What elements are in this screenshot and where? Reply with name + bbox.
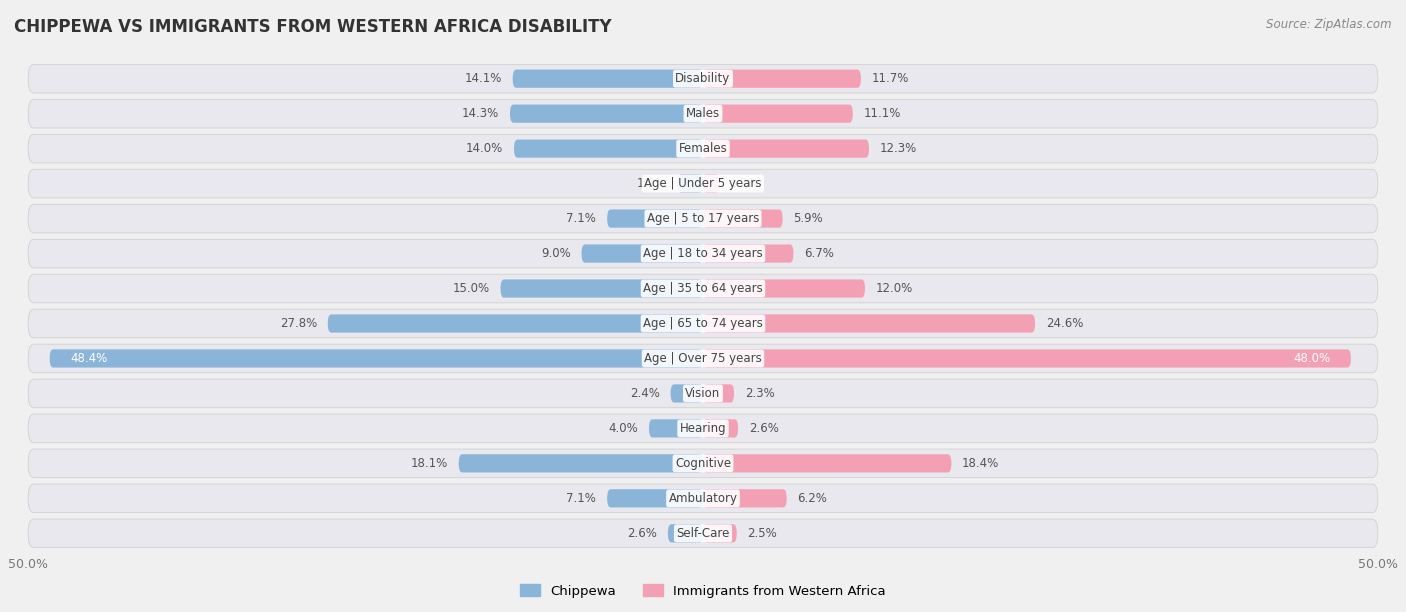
Text: Hearing: Hearing (679, 422, 727, 435)
FancyBboxPatch shape (28, 379, 1378, 408)
Text: 14.0%: 14.0% (465, 142, 503, 155)
FancyBboxPatch shape (28, 99, 1378, 128)
Text: Males: Males (686, 107, 720, 120)
Text: 4.0%: 4.0% (609, 422, 638, 435)
Text: 1.2%: 1.2% (730, 177, 759, 190)
FancyBboxPatch shape (703, 70, 860, 88)
FancyBboxPatch shape (28, 309, 1378, 338)
FancyBboxPatch shape (703, 280, 865, 297)
Text: 2.6%: 2.6% (749, 422, 779, 435)
Text: 48.4%: 48.4% (70, 352, 107, 365)
Text: Cognitive: Cognitive (675, 457, 731, 470)
FancyBboxPatch shape (28, 519, 1378, 548)
Text: 7.1%: 7.1% (567, 492, 596, 505)
FancyBboxPatch shape (703, 524, 737, 542)
Legend: Chippewa, Immigrants from Western Africa: Chippewa, Immigrants from Western Africa (515, 579, 891, 603)
Text: 15.0%: 15.0% (453, 282, 489, 295)
Text: 14.1%: 14.1% (464, 72, 502, 85)
FancyBboxPatch shape (28, 239, 1378, 268)
Text: 7.1%: 7.1% (567, 212, 596, 225)
Text: 6.7%: 6.7% (804, 247, 834, 260)
Text: 5.9%: 5.9% (793, 212, 823, 225)
Text: 18.1%: 18.1% (411, 457, 449, 470)
FancyBboxPatch shape (650, 419, 703, 438)
FancyBboxPatch shape (28, 64, 1378, 93)
FancyBboxPatch shape (582, 244, 703, 263)
Text: 24.6%: 24.6% (1046, 317, 1083, 330)
Text: Source: ZipAtlas.com: Source: ZipAtlas.com (1267, 18, 1392, 31)
FancyBboxPatch shape (607, 209, 703, 228)
FancyBboxPatch shape (703, 209, 783, 228)
FancyBboxPatch shape (678, 174, 703, 193)
Text: Age | 18 to 34 years: Age | 18 to 34 years (643, 247, 763, 260)
Text: 1.9%: 1.9% (637, 177, 666, 190)
Text: 48.0%: 48.0% (1294, 352, 1330, 365)
FancyBboxPatch shape (328, 315, 703, 332)
FancyBboxPatch shape (501, 280, 703, 297)
Text: 9.0%: 9.0% (541, 247, 571, 260)
Text: 11.1%: 11.1% (863, 107, 901, 120)
FancyBboxPatch shape (703, 384, 734, 403)
FancyBboxPatch shape (28, 484, 1378, 513)
FancyBboxPatch shape (703, 349, 1351, 368)
FancyBboxPatch shape (28, 274, 1378, 303)
FancyBboxPatch shape (458, 454, 703, 472)
FancyBboxPatch shape (703, 489, 787, 507)
Text: Females: Females (679, 142, 727, 155)
Text: Self-Care: Self-Care (676, 527, 730, 540)
Text: 2.6%: 2.6% (627, 527, 657, 540)
Text: Age | 35 to 64 years: Age | 35 to 64 years (643, 282, 763, 295)
FancyBboxPatch shape (28, 134, 1378, 163)
FancyBboxPatch shape (510, 105, 703, 123)
FancyBboxPatch shape (703, 315, 1035, 332)
Text: Age | Over 75 years: Age | Over 75 years (644, 352, 762, 365)
FancyBboxPatch shape (28, 170, 1378, 198)
FancyBboxPatch shape (703, 419, 738, 438)
FancyBboxPatch shape (703, 454, 952, 472)
Text: 12.0%: 12.0% (876, 282, 912, 295)
Text: 18.4%: 18.4% (962, 457, 1000, 470)
Text: 27.8%: 27.8% (280, 317, 316, 330)
FancyBboxPatch shape (28, 449, 1378, 478)
FancyBboxPatch shape (28, 204, 1378, 233)
Text: Age | Under 5 years: Age | Under 5 years (644, 177, 762, 190)
FancyBboxPatch shape (28, 344, 1378, 373)
Text: 14.3%: 14.3% (463, 107, 499, 120)
Text: Disability: Disability (675, 72, 731, 85)
FancyBboxPatch shape (607, 489, 703, 507)
Text: Age | 5 to 17 years: Age | 5 to 17 years (647, 212, 759, 225)
FancyBboxPatch shape (49, 349, 703, 368)
Text: 2.5%: 2.5% (748, 527, 778, 540)
FancyBboxPatch shape (703, 174, 720, 193)
FancyBboxPatch shape (703, 140, 869, 158)
Text: Ambulatory: Ambulatory (668, 492, 738, 505)
Text: 2.3%: 2.3% (745, 387, 775, 400)
FancyBboxPatch shape (703, 105, 853, 123)
FancyBboxPatch shape (703, 244, 793, 263)
FancyBboxPatch shape (671, 384, 703, 403)
FancyBboxPatch shape (28, 414, 1378, 442)
Text: 12.3%: 12.3% (880, 142, 917, 155)
Text: 6.2%: 6.2% (797, 492, 827, 505)
Text: Vision: Vision (685, 387, 721, 400)
Text: Age | 65 to 74 years: Age | 65 to 74 years (643, 317, 763, 330)
Text: 11.7%: 11.7% (872, 72, 910, 85)
FancyBboxPatch shape (668, 524, 703, 542)
Text: CHIPPEWA VS IMMIGRANTS FROM WESTERN AFRICA DISABILITY: CHIPPEWA VS IMMIGRANTS FROM WESTERN AFRI… (14, 18, 612, 36)
Text: 2.4%: 2.4% (630, 387, 659, 400)
FancyBboxPatch shape (515, 140, 703, 158)
FancyBboxPatch shape (513, 70, 703, 88)
